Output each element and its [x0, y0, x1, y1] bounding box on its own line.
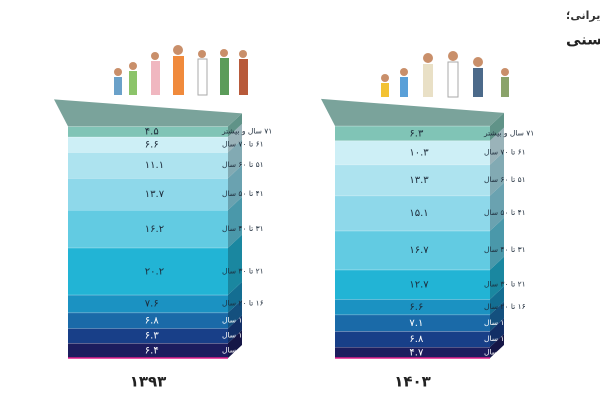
segment	[68, 312, 228, 329]
segment-side	[490, 217, 504, 270]
value-label: ۶.۶	[409, 302, 423, 313]
segment	[335, 331, 490, 348]
value-label: ۶.۸	[145, 315, 160, 326]
value-label: ۲۰.۲	[145, 266, 164, 277]
age-group-label: ۵۱ تا ۶۰ سال	[484, 175, 526, 184]
age-group-label: ۷۱ سال و بیشتر	[483, 128, 534, 137]
segment-side	[228, 299, 242, 329]
segment-side	[490, 318, 504, 348]
segment	[335, 195, 490, 231]
value-label: ۶.۳	[145, 331, 160, 342]
age-group-label: ۶۱ تا ۷۰ سال	[484, 148, 526, 157]
age-group-label: ۶ تا ۱۰ سال	[222, 331, 260, 340]
segment-side	[228, 123, 242, 153]
age-group-label: ۱۱ تا ۱۵ سال	[222, 315, 264, 324]
segment-side	[228, 281, 242, 313]
segment	[335, 269, 490, 300]
segment	[68, 136, 228, 153]
value-label: ۶.۴	[145, 346, 159, 357]
value-label: ۶.۳	[409, 128, 424, 139]
segment-side	[228, 330, 242, 358]
age-group-label: یک تا ۵ سال	[222, 346, 260, 355]
value-label: ۱۶.۷	[409, 245, 429, 256]
value-label: ۴.۷	[409, 348, 424, 359]
segment-side	[490, 151, 504, 196]
segment	[68, 210, 228, 248]
segment	[335, 164, 490, 196]
chart-title: درصد توزیع افراد خانوار بر حسب گروه‌های …	[566, 31, 600, 49]
value-label: ۱۱.۱	[145, 160, 164, 171]
segment	[68, 126, 228, 137]
segment	[335, 299, 490, 315]
segment-side	[490, 286, 504, 315]
segment-side	[228, 139, 242, 179]
age-group-label: یک تا ۵ سال	[484, 348, 522, 357]
value-label: ۷.۶	[145, 299, 159, 310]
value-label: ۶.۸	[409, 334, 424, 345]
segment	[68, 178, 228, 211]
segment	[335, 347, 490, 358]
segment	[68, 343, 228, 358]
year-label: ۱۴۰۳	[394, 373, 431, 391]
age-group-label: ۶۱ تا ۷۰ سال	[222, 140, 264, 149]
segment-side	[228, 315, 242, 344]
value-label: ۶.۶	[145, 140, 159, 151]
age-group-label: ۳۱ تا ۴۰ سال	[222, 224, 264, 233]
value-label: ۱۵.۱	[409, 208, 428, 219]
age-group-label: ۴۱ تا ۵۰ سال	[484, 208, 526, 217]
year-label: ۱۳۹۳	[130, 373, 167, 391]
segment-side	[490, 301, 504, 332]
segment	[335, 125, 490, 141]
age-group-label: ۳۱ تا ۴۰ سال	[484, 245, 526, 254]
value-label: ۱۰.۳	[409, 148, 429, 159]
segment-side	[228, 165, 242, 211]
age-group-label: ۲۱ تا ۳۰ سال	[222, 266, 264, 275]
segment	[68, 294, 228, 313]
age-group-label: ۱۶ تا ۲۰ سال	[222, 299, 264, 308]
age-group-label: ۱۶ تا ۲۰ سال	[484, 302, 526, 311]
segment	[68, 328, 228, 344]
box-top	[321, 98, 504, 126]
segment	[335, 140, 490, 165]
segment	[68, 152, 228, 179]
segment-side	[228, 113, 242, 137]
value-label: ۱۲.۷	[409, 279, 429, 290]
people-illustration	[114, 45, 509, 98]
segment-side	[490, 256, 504, 300]
value-label: ۱۳.۳	[409, 175, 429, 186]
segment-side	[228, 197, 242, 248]
age-group-label: ۷۱ سال و بیشتر	[221, 127, 272, 136]
segment-side	[490, 334, 504, 358]
age-group-label: ۶ تا ۱۰ سال	[484, 334, 522, 343]
segment-side	[490, 112, 504, 141]
age-group-label: ۴۱ تا ۵۰ سال	[222, 189, 264, 198]
box-top	[54, 99, 242, 127]
segment-side	[228, 234, 242, 295]
value-label: ۷.۱	[409, 318, 423, 329]
value-label: ۴.۵	[145, 127, 159, 138]
age-group-label: ۵۱ تا ۶۰ سال	[222, 160, 264, 169]
segment	[335, 314, 490, 332]
segment-side	[490, 127, 504, 165]
segment	[68, 247, 228, 295]
segment-side	[490, 182, 504, 231]
value-label: ۱۶.۲	[145, 224, 164, 235]
chart-subtitle: در خانوارهای شهری ایرانی؛	[566, 9, 600, 22]
age-group-label: ۱۱ تا ۱۵ سال	[484, 318, 526, 327]
segment	[335, 230, 490, 270]
value-label: ۱۳.۷	[145, 189, 165, 200]
age-group-label: ۲۱ تا ۳۰ سال	[484, 279, 526, 288]
